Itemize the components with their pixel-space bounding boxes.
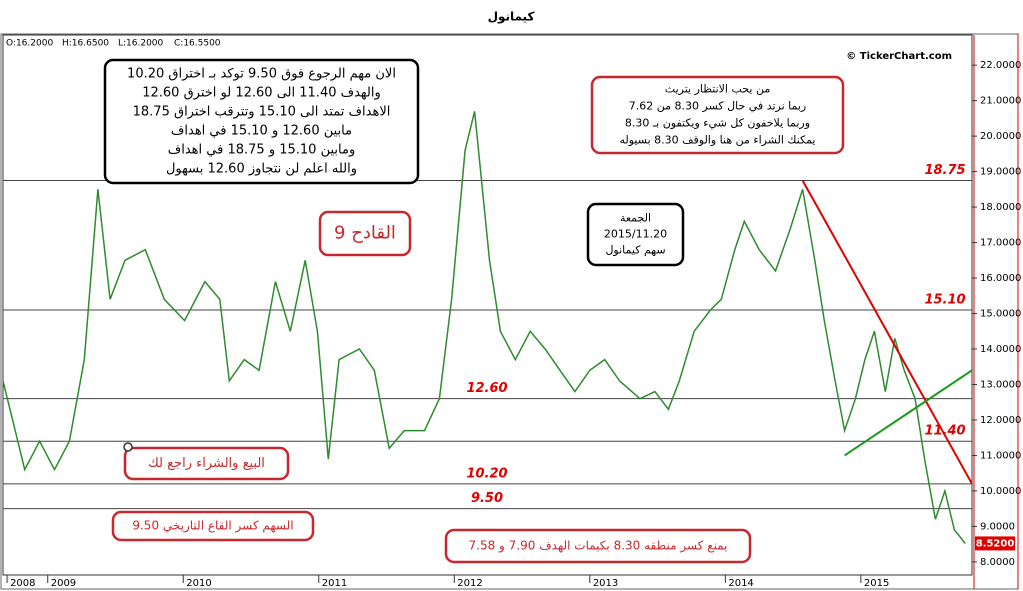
annotation-text: والله اعلم لن نتجاوز 12.60 بسهول xyxy=(166,162,357,177)
level-label: 9.50 xyxy=(471,491,503,506)
annotation-box xyxy=(318,210,412,257)
level-label: 10.20 xyxy=(466,466,507,481)
annotation-text: يمنع كسر منطقه 8.30 بكيمات الهدف 7.90 و … xyxy=(469,539,728,554)
chart-title: كيمانول xyxy=(488,10,535,25)
annotation-box xyxy=(444,528,752,564)
level-label: 15.10 xyxy=(924,292,965,307)
annotation-text: البيع والشراء راجع لك xyxy=(148,456,265,471)
annotation-text: من يحب الانتظار يتريث xyxy=(665,83,771,96)
level-label: 18.75 xyxy=(924,163,965,178)
annotation-text: الاهداف تمتد الى 15.10 وتترقب اختراق 18.… xyxy=(133,105,391,120)
trendline xyxy=(844,369,973,457)
x-tick-label: 2015 xyxy=(864,578,889,589)
y-tick-label: 17.0000 xyxy=(980,238,1021,249)
annotation-text: وربما يلاخفون كل شيء ويكتفون بـ 8.30 xyxy=(625,117,810,130)
y-tick-label: 15.0000 xyxy=(980,309,1021,320)
trendline xyxy=(801,179,973,485)
y-tick-label: 19.0000 xyxy=(980,167,1021,178)
y-tick-label: 22.0000 xyxy=(980,60,1021,71)
x-tick-label: 2011 xyxy=(322,578,347,589)
y-tick-label: 16.0000 xyxy=(980,273,1021,284)
x-tick-label: 2008 xyxy=(10,578,35,589)
source-label: © TickerChart.com xyxy=(846,51,952,62)
x-tick-label: 2009 xyxy=(51,578,76,589)
annotation-text: القادح 9 xyxy=(334,223,396,244)
annotation-text: يمكنك الشراء من هنا والوقف 8.30 بسيوله xyxy=(620,134,816,147)
annotation-text: مابين 12.60 و 15.10 في اهداف xyxy=(171,124,352,139)
y-tick-label: 14.0000 xyxy=(980,344,1021,355)
y-tick-label: 21.0000 xyxy=(980,96,1021,107)
annotation-text: الان مهم الرجوع فوق 9.50 توكد بـ اختراق … xyxy=(127,67,396,82)
ohlc-label: H:16.6500 xyxy=(62,39,109,49)
x-tick-label: 2010 xyxy=(186,578,211,589)
y-tick-label: 10.0000 xyxy=(980,486,1021,497)
annotation-text: ومابين 15.10 و 18.75 في اهداف xyxy=(168,143,355,158)
marker-dot xyxy=(123,442,133,452)
annotation-text: سهم كيمانول xyxy=(605,244,665,257)
annotation-text: 2015/11.20 xyxy=(604,228,667,241)
ohlc-label: C:16.5500 xyxy=(174,39,221,49)
y-tick-label: 9.0000 xyxy=(980,521,1015,532)
y-tick-label: 8.0000 xyxy=(980,557,1015,568)
last-price-label: 8.5200 xyxy=(976,538,1015,549)
annotation-box xyxy=(103,58,420,185)
annotation-box xyxy=(123,446,290,481)
level-label: 11.40 xyxy=(924,424,965,439)
price-line xyxy=(2,111,966,544)
annotation-text: السهم كسر القاع التاريخي 9.50 xyxy=(132,519,293,534)
annotation-box xyxy=(586,202,685,267)
annotation-text: الجمعة xyxy=(620,212,651,225)
ohlc-label: L:16.2000 xyxy=(118,39,164,49)
y-tick-label: 11.0000 xyxy=(980,450,1021,461)
x-tick-label: 2012 xyxy=(457,578,482,589)
x-tick-label: 2013 xyxy=(593,578,618,589)
y-tick-label: 18.0000 xyxy=(980,202,1021,213)
annotation-box xyxy=(111,510,315,542)
annotation-box xyxy=(590,75,845,155)
y-tick-label: 20.0000 xyxy=(980,131,1021,142)
ohlc-label: O:16.2000 xyxy=(6,39,53,49)
y-tick-label: 13.0000 xyxy=(980,379,1021,390)
level-label: 12.60 xyxy=(466,381,507,396)
last-price-box xyxy=(975,536,1015,551)
y-tick-label: 12.0000 xyxy=(980,415,1021,426)
plot-area xyxy=(2,34,973,576)
annotation-text: والهدف 11.40 الى 12.60 لو اخترق 12.60 xyxy=(142,86,381,101)
annotation-text: ربما نرتد في حال كسر 8.30 من 7.62 xyxy=(629,100,807,113)
x-tick-label: 2014 xyxy=(728,578,753,589)
